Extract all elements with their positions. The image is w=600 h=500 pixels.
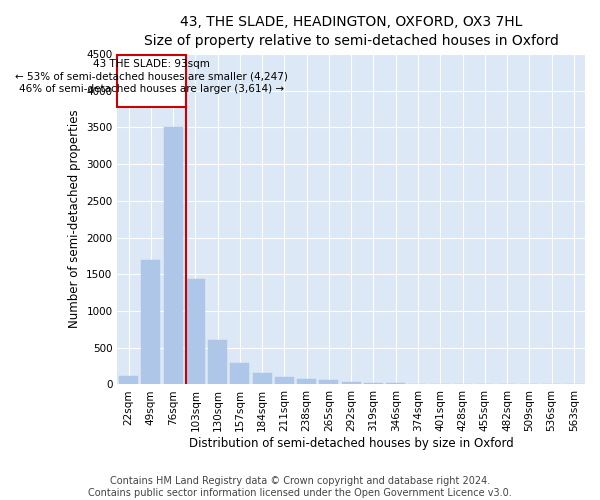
Bar xyxy=(164,128,182,384)
Bar xyxy=(342,382,361,384)
Bar xyxy=(186,280,205,384)
Bar xyxy=(297,379,316,384)
X-axis label: Distribution of semi-detached houses by size in Oxford: Distribution of semi-detached houses by … xyxy=(189,437,514,450)
Bar xyxy=(364,383,383,384)
Text: Contains HM Land Registry data © Crown copyright and database right 2024.
Contai: Contains HM Land Registry data © Crown c… xyxy=(88,476,512,498)
Bar xyxy=(253,372,272,384)
Bar xyxy=(142,260,160,384)
Text: 43 THE SLADE: 93sqm: 43 THE SLADE: 93sqm xyxy=(93,59,210,69)
Y-axis label: Number of semi-detached properties: Number of semi-detached properties xyxy=(68,110,81,328)
Bar xyxy=(208,340,227,384)
Bar xyxy=(275,377,294,384)
Bar xyxy=(230,363,250,384)
Bar xyxy=(119,376,138,384)
Bar xyxy=(319,380,338,384)
Text: ← 53% of semi-detached houses are smaller (4,247): ← 53% of semi-detached houses are smalle… xyxy=(15,72,288,82)
Text: 46% of semi-detached houses are larger (3,614) →: 46% of semi-detached houses are larger (… xyxy=(19,84,284,94)
Title: 43, THE SLADE, HEADINGTON, OXFORD, OX3 7HL
Size of property relative to semi-det: 43, THE SLADE, HEADINGTON, OXFORD, OX3 7… xyxy=(144,15,559,48)
FancyBboxPatch shape xyxy=(118,56,186,106)
